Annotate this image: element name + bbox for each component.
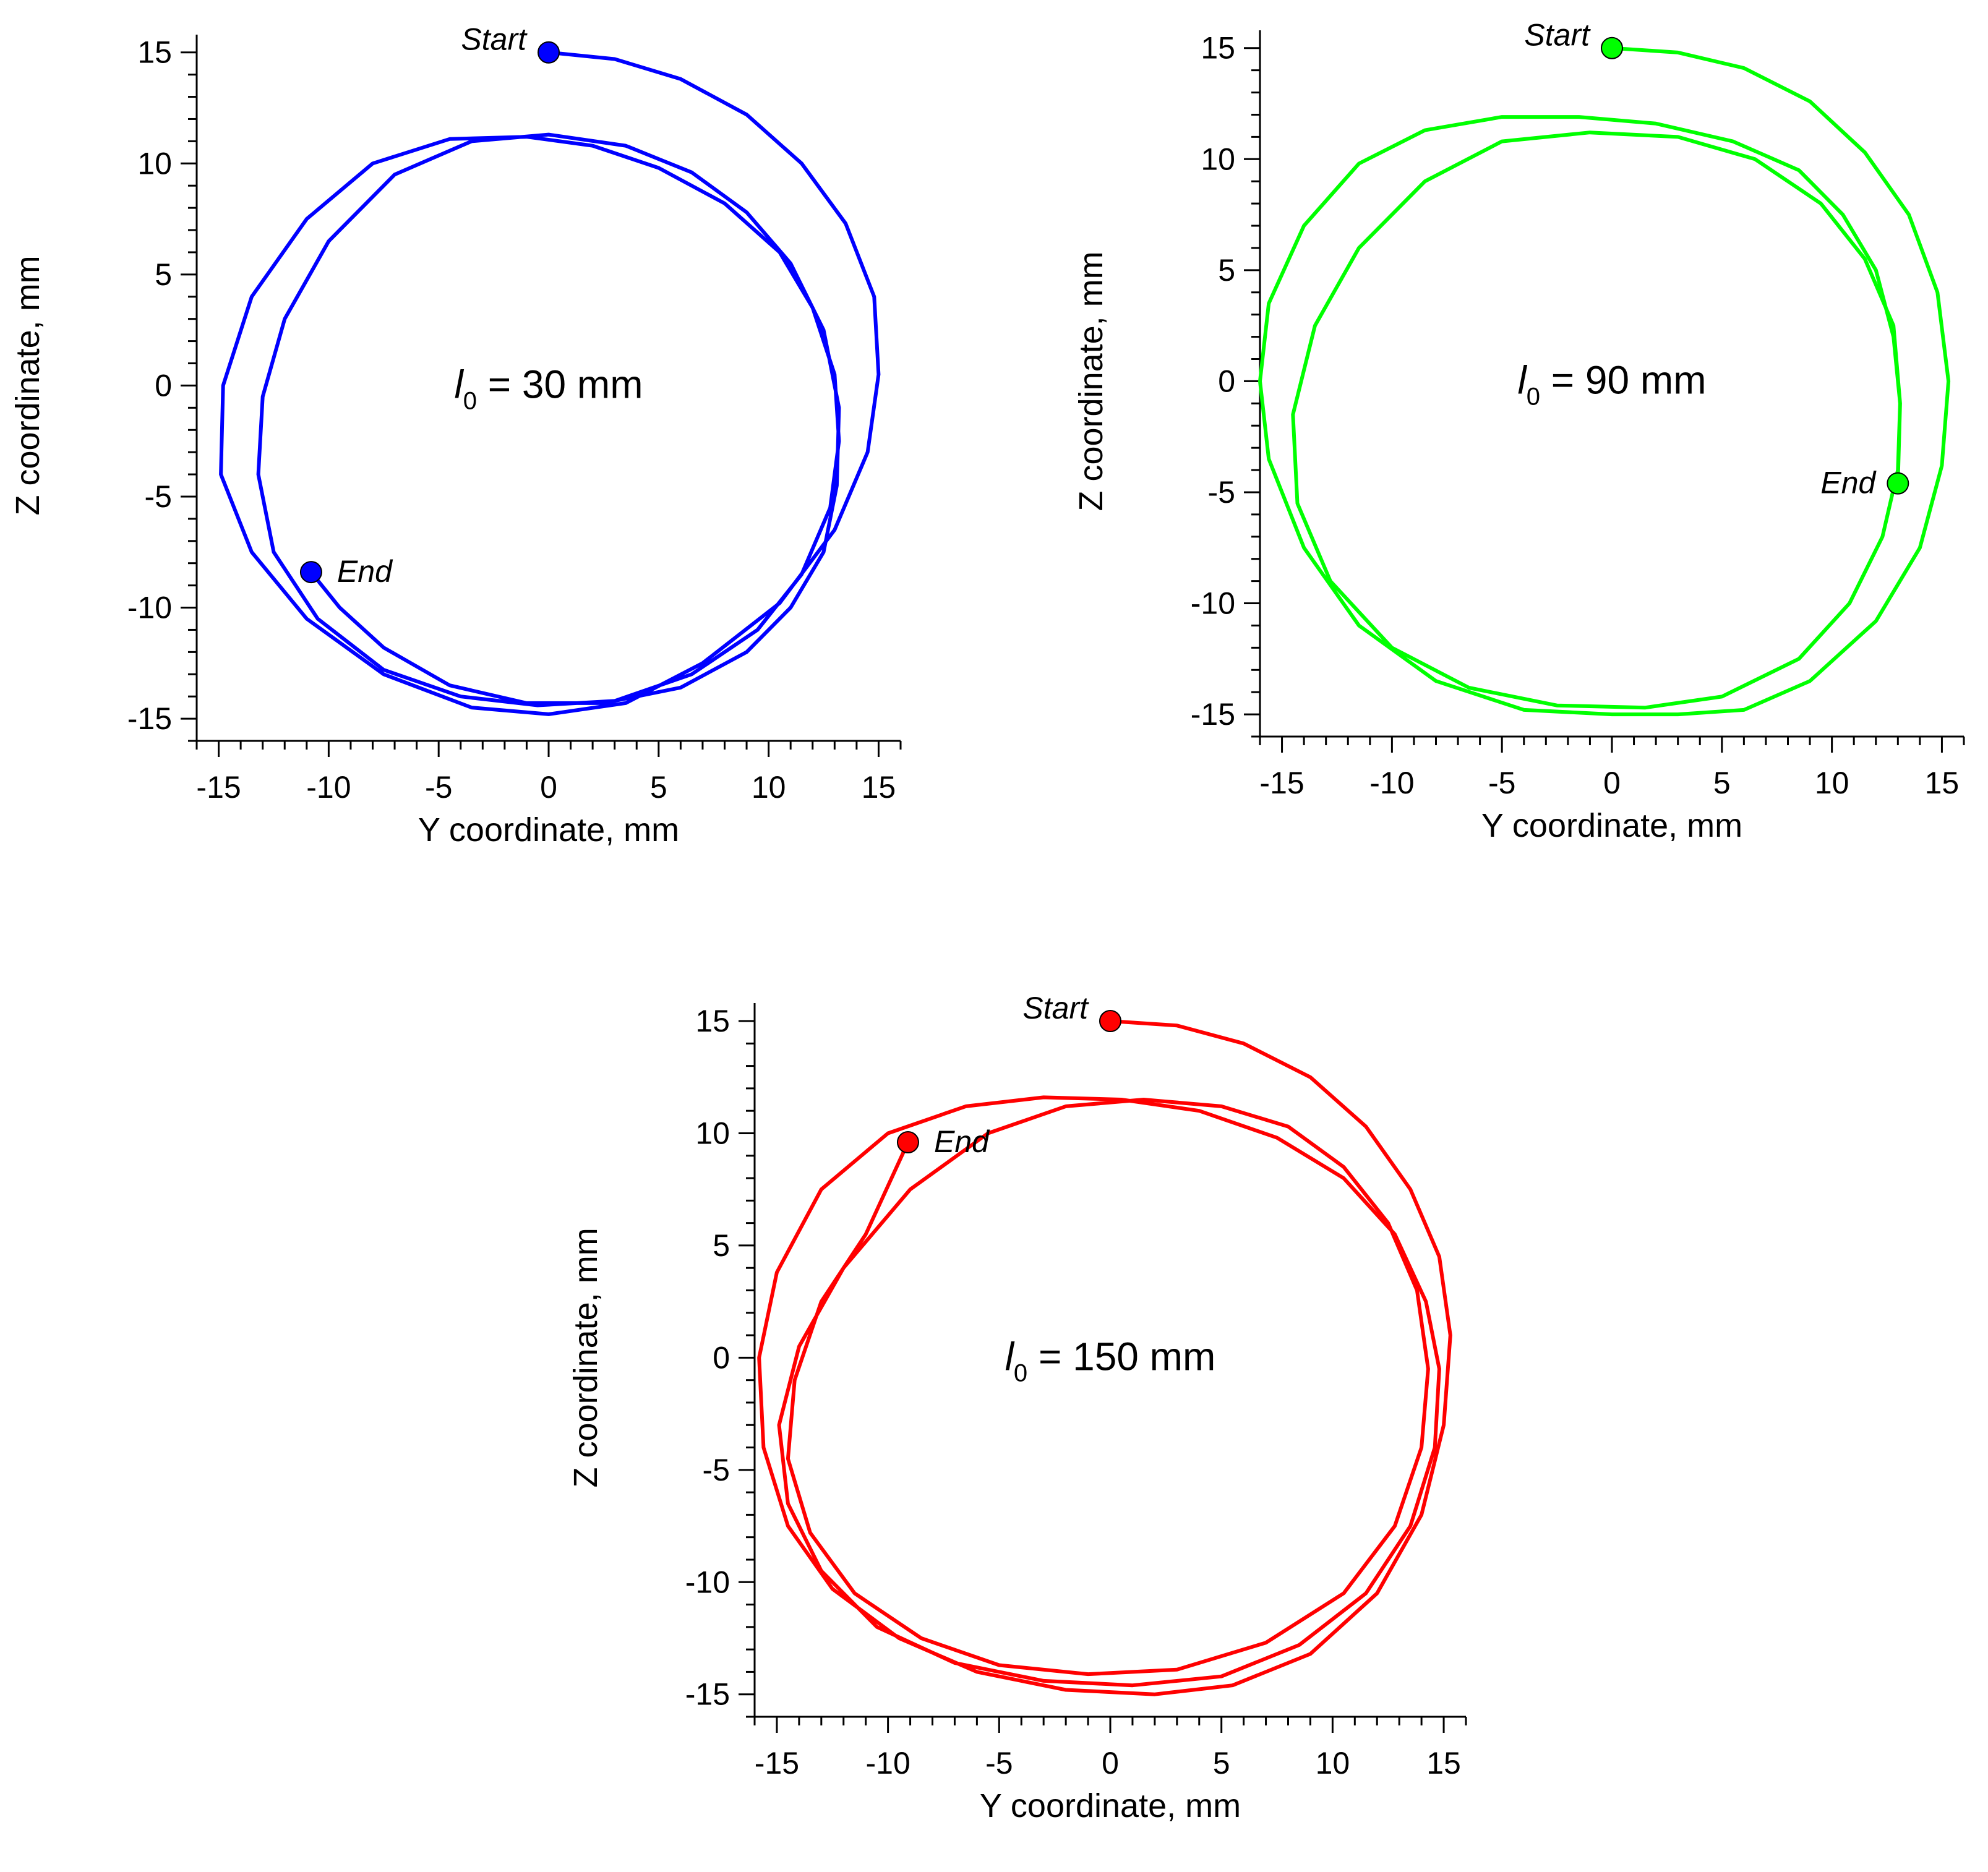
- chart-panel-panel-l0-30: 15 10 5 0 -5 -10 -15 -15 -10 -5 0 5 10 15 Y coordinate…: [9, 22, 902, 848]
- annotation-value: = 30 mm: [477, 362, 643, 406]
- y-tick-label: 10: [137, 146, 172, 181]
- trajectory-line: [219, 50, 881, 716]
- y-axis-title: Z coordinate, mm: [9, 255, 46, 515]
- end-marker: [896, 1130, 919, 1153]
- start-label: Start: [461, 22, 528, 57]
- end-marker: [1887, 472, 1909, 495]
- y-tick-label: -5: [1208, 475, 1235, 510]
- x-tick-label: 15: [862, 770, 896, 805]
- start-marker: [1601, 36, 1623, 59]
- x-tick-label: -5: [425, 770, 452, 805]
- annotation-subscript: 0: [463, 387, 477, 414]
- y-tick-label: -10: [127, 591, 172, 625]
- x-tick-label: -5: [985, 1746, 1013, 1780]
- x-tick-label: 0: [1102, 1746, 1119, 1780]
- annotation-subscript: 0: [1527, 383, 1540, 410]
- y-axis-title: Z coordinate, mm: [1073, 251, 1110, 511]
- end-label: End: [1820, 466, 1877, 500]
- x-tick-label: 5: [1213, 1746, 1230, 1780]
- x-axis-title: Y coordinate, mm: [980, 1787, 1241, 1824]
- x-tick-label: -15: [196, 770, 241, 805]
- annotation-symbol: l: [1518, 357, 1528, 402]
- y-tick-label: 0: [713, 1340, 730, 1375]
- annotation-value: = 90 mm: [1540, 357, 1707, 402]
- trajectory-line: [1258, 46, 1951, 717]
- end-label: End: [337, 554, 393, 589]
- trajectory-line: [757, 1019, 1452, 1696]
- x-tick-label: -15: [755, 1746, 799, 1780]
- y-tick-label: -5: [703, 1453, 730, 1487]
- x-tick-label: -5: [1488, 766, 1515, 800]
- y-tick-label: 0: [1218, 364, 1235, 398]
- x-tick-label: 5: [1713, 766, 1731, 800]
- annotation-symbol: l: [455, 362, 465, 406]
- y-tick-label: -10: [1191, 586, 1235, 621]
- y-tick-label: -15: [127, 701, 172, 736]
- chart-panel-panel-l0-150: 15 10 5 0 -5 -10 -15 -15 -10 -5 0 5 10 15 Y coordinate…: [567, 991, 1467, 1824]
- parameter-annotation: l0 = 30 mm: [455, 362, 643, 414]
- y-tick-label: 15: [695, 1004, 730, 1038]
- end-marker: [299, 561, 322, 584]
- y-tick-label: 0: [155, 368, 172, 403]
- x-tick-label: 10: [1316, 1746, 1350, 1780]
- x-axis-title: Y coordinate, mm: [1481, 807, 1742, 844]
- x-axis-title: Y coordinate, mm: [418, 811, 679, 848]
- x-tick-label: -10: [865, 1746, 910, 1780]
- x-tick-label: -15: [1259, 766, 1304, 800]
- y-tick-label: 15: [1201, 31, 1235, 66]
- y-tick-label: -15: [1191, 697, 1235, 732]
- y-tick-label: -15: [685, 1677, 730, 1712]
- x-tick-label: 15: [1426, 1746, 1461, 1780]
- y-tick-label: 10: [1201, 142, 1235, 176]
- chart-panel-panel-l0-90: 15 10 5 0 -5 -10 -15 -15 -10 -5 0 5 10 15 Y coordinate…: [1073, 18, 1965, 844]
- y-tick-label: 5: [155, 257, 172, 292]
- y-tick-label: 10: [695, 1116, 730, 1150]
- x-tick-label: 0: [1603, 766, 1621, 800]
- y-tick-label: -5: [145, 479, 172, 514]
- parameter-annotation: l0 = 150 mm: [1005, 1334, 1216, 1387]
- x-tick-label: 0: [540, 770, 557, 805]
- start-marker: [538, 41, 560, 64]
- start-label: Start: [1524, 18, 1591, 53]
- x-tick-label: 10: [1815, 766, 1849, 800]
- start-marker: [1099, 1010, 1121, 1033]
- y-axis-title: Z coordinate, mm: [567, 1228, 604, 1487]
- start-label: Start: [1022, 991, 1089, 1025]
- y-tick-label: 15: [137, 35, 172, 70]
- x-tick-label: 10: [752, 770, 786, 805]
- x-tick-label: -10: [1369, 766, 1414, 800]
- annotation-value: = 150 mm: [1027, 1334, 1215, 1378]
- annotation-symbol: l: [1005, 1334, 1015, 1378]
- end-label: End: [934, 1124, 990, 1159]
- y-tick-label: -10: [685, 1565, 730, 1599]
- x-tick-label: -10: [306, 770, 351, 805]
- parameter-annotation: l0 = 90 mm: [1518, 357, 1707, 410]
- y-tick-label: 5: [1218, 253, 1235, 288]
- x-tick-label: 5: [650, 770, 667, 805]
- y-tick-label: 5: [713, 1228, 730, 1263]
- x-tick-label: 15: [1925, 766, 1960, 800]
- annotation-subscript: 0: [1014, 1359, 1027, 1387]
